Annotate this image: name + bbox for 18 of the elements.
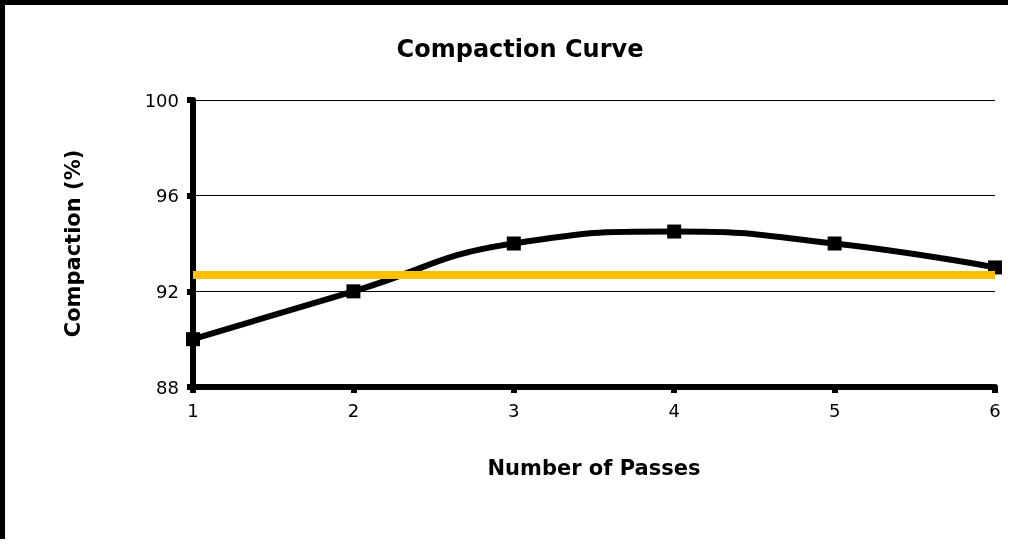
x-tick-label: 5 bbox=[828, 399, 841, 421]
x-axis-title: Number of Passes bbox=[487, 455, 701, 480]
point bbox=[667, 224, 682, 239]
y-axis-title: Compaction (%) bbox=[60, 149, 85, 338]
x-tick-label: 3 bbox=[508, 399, 520, 421]
y-tick-label: 92 bbox=[156, 280, 179, 302]
chart-title: Compaction Curve bbox=[396, 35, 644, 63]
point bbox=[827, 236, 842, 251]
y-tick-label: 100 bbox=[144, 89, 179, 111]
x-tick-label: 4 bbox=[668, 399, 680, 421]
point bbox=[506, 236, 521, 251]
x-tick-label: 6 bbox=[989, 399, 1001, 421]
y-tick-label: 88 bbox=[156, 376, 179, 398]
point bbox=[186, 332, 200, 347]
x-tick-label: 2 bbox=[347, 399, 360, 421]
point bbox=[346, 284, 361, 299]
y-tick-label: 96 bbox=[156, 185, 179, 207]
x-tick-label: 1 bbox=[187, 399, 199, 421]
